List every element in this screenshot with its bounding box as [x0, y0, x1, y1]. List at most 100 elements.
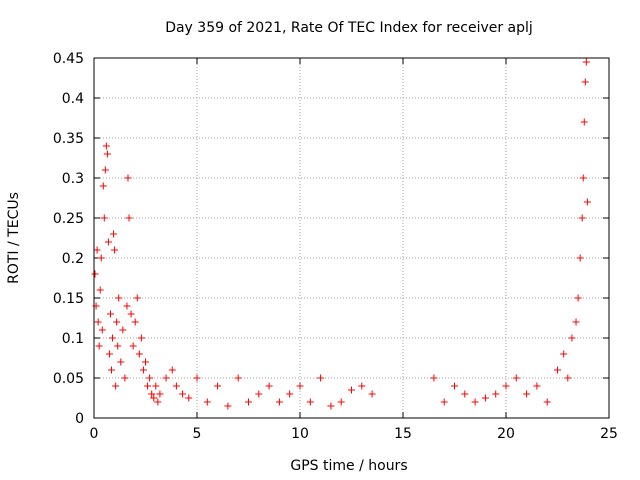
data-point — [131, 318, 139, 326]
data-point — [95, 342, 103, 350]
data-point — [296, 382, 304, 390]
data-point — [560, 350, 568, 358]
data-point — [101, 166, 109, 174]
data-point — [98, 326, 106, 334]
data-point — [471, 398, 479, 406]
data-point — [440, 398, 448, 406]
data-point — [152, 382, 160, 390]
y-tick-label: 0.45 — [53, 51, 84, 67]
data-point — [179, 390, 187, 398]
data-point — [139, 366, 147, 374]
data-marks — [91, 58, 591, 410]
data-point — [574, 294, 582, 302]
data-point — [185, 394, 193, 402]
data-point — [112, 382, 120, 390]
data-point — [127, 310, 135, 318]
data-point — [580, 118, 588, 126]
data-point — [245, 398, 252, 406]
data-point — [94, 318, 102, 326]
data-point — [100, 214, 108, 222]
data-point — [317, 374, 325, 382]
plot-frame — [93, 57, 610, 419]
data-point — [358, 382, 366, 390]
data-point — [327, 402, 335, 410]
data-point — [430, 374, 438, 382]
data-point — [579, 174, 587, 182]
data-point — [214, 382, 222, 390]
data-point — [203, 398, 211, 406]
data-point — [150, 394, 158, 402]
data-point — [156, 390, 164, 398]
data-point — [119, 326, 127, 334]
data-point — [578, 214, 586, 222]
data-point — [117, 358, 125, 366]
data-point — [554, 366, 561, 374]
x-tick-label: 0 — [90, 426, 99, 442]
data-point — [103, 150, 111, 158]
data-point — [108, 366, 116, 374]
data-point — [146, 374, 154, 382]
data-point — [451, 382, 458, 390]
data-point — [568, 334, 576, 342]
data-point — [148, 390, 156, 398]
data-point — [142, 358, 149, 366]
y-tick-label: 0.2 — [62, 251, 84, 267]
data-point — [255, 390, 263, 398]
x-axis-label: GPS time / hours — [290, 458, 407, 474]
data-point — [106, 310, 114, 318]
data-point — [481, 394, 489, 402]
data-point — [224, 402, 232, 410]
data-point — [114, 342, 122, 350]
data-point — [129, 342, 137, 350]
data-point — [582, 58, 590, 66]
y-axis-label: ROTI / TECUs — [6, 192, 22, 284]
data-point — [286, 390, 294, 398]
data-point — [135, 350, 143, 358]
data-point — [102, 142, 110, 150]
data-point — [512, 374, 520, 382]
data-point — [583, 198, 591, 206]
data-point — [105, 350, 113, 358]
data-point — [523, 390, 531, 398]
data-point — [368, 390, 376, 398]
data-point — [115, 294, 123, 302]
data-point — [104, 238, 112, 246]
data-point — [111, 246, 119, 254]
data-point — [124, 174, 132, 182]
data-point — [564, 374, 572, 382]
data-point — [172, 382, 180, 390]
data-point — [97, 254, 105, 262]
data-point — [91, 270, 99, 278]
y-tick-label: 0.3 — [62, 171, 84, 187]
data-point — [168, 366, 176, 374]
x-tick-label: 25 — [600, 426, 618, 442]
data-point — [572, 318, 580, 326]
y-tick-label: 0 — [75, 411, 84, 427]
data-point — [137, 334, 145, 342]
data-point — [133, 294, 141, 302]
data-point — [154, 398, 162, 406]
data-point — [502, 382, 510, 390]
data-point — [99, 182, 107, 190]
data-point — [234, 374, 242, 382]
data-point — [93, 246, 101, 254]
data-point — [125, 214, 133, 222]
x-tick-label: 10 — [291, 426, 309, 442]
data-point — [576, 254, 584, 262]
data-point — [265, 382, 273, 390]
data-point — [581, 78, 589, 86]
data-point — [110, 230, 118, 238]
data-point — [162, 374, 170, 382]
data-point — [337, 398, 345, 406]
y-tick-label: 0.25 — [53, 211, 84, 227]
data-point — [109, 334, 117, 342]
data-point — [492, 390, 500, 398]
y-tick-label: 0.4 — [62, 91, 84, 107]
axis-ticks: 0 5 10 15 20 25 0 0.05 0.1 0.15 0.2 0.25 0.3 0.35 0.4 0… — [53, 51, 618, 442]
data-point — [96, 286, 104, 294]
data-point — [543, 398, 551, 406]
chart-title: Day 359 of 2021, Rate Of TEC Index for r… — [165, 20, 533, 36]
y-tick-label: 0.15 — [53, 291, 84, 307]
data-point — [113, 318, 121, 326]
